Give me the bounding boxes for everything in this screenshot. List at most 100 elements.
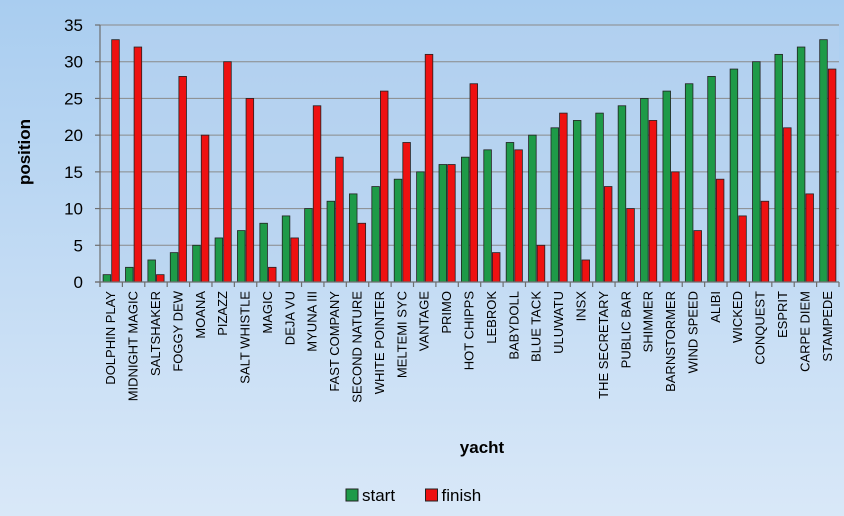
plot-background <box>100 25 839 282</box>
x-tick-label: CONQUEST <box>753 291 768 365</box>
bar-finish <box>223 61 232 283</box>
y-tick-label: 20 <box>64 126 83 145</box>
y-tick-label: 0 <box>74 273 83 292</box>
x-tick-label: BLUE TACK <box>529 291 544 362</box>
bar-start <box>371 186 380 283</box>
bar-finish <box>559 112 568 283</box>
legend: start finish <box>345 486 482 505</box>
bar-start <box>774 53 783 283</box>
legend-label-finish: finish <box>442 486 482 505</box>
bar-finish <box>312 105 322 283</box>
x-tick-label: MYUNA III <box>305 291 320 352</box>
bar-start <box>505 142 515 283</box>
x-tick-label: WIND SPEED <box>685 291 700 373</box>
bar-start <box>819 39 828 283</box>
bar-finish <box>491 252 501 283</box>
bar-start <box>662 90 671 283</box>
legend-swatch-start <box>345 488 359 502</box>
bar-finish <box>783 127 792 283</box>
bar-start <box>192 244 201 283</box>
bar-start <box>169 252 179 283</box>
bar-start <box>729 68 739 283</box>
bar-finish <box>357 222 367 283</box>
bar-start <box>259 222 268 283</box>
y-tick-label: 25 <box>64 89 83 108</box>
bar-finish <box>245 98 255 283</box>
bar-finish <box>133 46 143 283</box>
bar-start <box>617 105 627 283</box>
bar-start <box>237 230 246 283</box>
bar-finish <box>536 244 546 283</box>
gridlines <box>100 24 839 246</box>
bar-finish <box>581 259 590 283</box>
bar-finish <box>402 142 411 283</box>
bar-finish <box>715 178 725 283</box>
bar-start <box>349 193 358 283</box>
bar-finish <box>335 156 344 283</box>
x-tick-label: WICKED <box>730 291 745 343</box>
x-tick-label: BARNSTORMER <box>663 291 678 392</box>
bar-finish <box>603 186 613 283</box>
bars <box>102 39 837 283</box>
bar-finish <box>178 76 187 283</box>
bar-finish <box>156 274 165 283</box>
bar-start <box>147 259 156 283</box>
y-tick-label: 5 <box>74 236 83 255</box>
x-tick-label: SECOND NATURE <box>350 291 365 403</box>
x-tick-label: HOT CHIPPS <box>462 291 477 371</box>
bar-start <box>707 76 716 283</box>
x-tick-label: MAGIC <box>260 291 275 334</box>
x-tick-label: ULUWATU <box>551 291 566 354</box>
bar-finish <box>447 164 456 283</box>
bar-finish <box>648 120 658 283</box>
bar-start <box>304 208 313 283</box>
x-tick-label: PIZAZZ <box>215 291 230 336</box>
x-tick-label: FOGGY DEW <box>170 290 185 371</box>
x-tick-label: THE SECRETARY <box>596 291 611 399</box>
x-tick-label: MOANA <box>193 291 208 339</box>
bar-start <box>416 171 425 283</box>
bar-start <box>752 61 761 283</box>
x-tick-label: SALT WHISTLE <box>238 291 253 384</box>
bar-start <box>572 120 582 283</box>
bar-start <box>438 164 448 283</box>
x-tick-label: MIDNIGHT MAGIC <box>126 291 141 401</box>
bar-finish <box>827 68 837 283</box>
x-axis-title: yacht <box>460 438 505 457</box>
y-tick-label: 35 <box>64 16 83 35</box>
x-tick-label: SALTSHAKER <box>148 291 163 376</box>
bar-finish <box>290 237 299 283</box>
bar-start <box>483 149 492 283</box>
bar-start <box>125 266 134 283</box>
bar-finish <box>626 208 635 283</box>
bar-start <box>640 98 649 283</box>
x-tick-label: ALIBI <box>708 291 723 323</box>
x-tick-label: CARPE DIEM <box>797 291 812 372</box>
y-tick-labels: 0 5 10 15 20 25 30 35 <box>64 16 83 292</box>
bar-finish <box>424 53 434 283</box>
x-tick-label: FAST COMPANY <box>327 291 342 392</box>
bar-start <box>393 178 403 283</box>
bar-start <box>102 274 112 283</box>
bar-start <box>550 127 559 283</box>
x-tick-label: DOLPHIN PLAY <box>103 291 118 385</box>
y-tick-label: 30 <box>64 53 83 72</box>
x-tick-label: BABYDOLL <box>506 291 521 360</box>
bar-start <box>281 215 291 283</box>
x-tick-label: WHITE POINTER <box>372 291 387 394</box>
x-tick-label: ESPRIT <box>775 291 790 338</box>
bar-finish <box>514 149 523 283</box>
x-tick-label: STAMPEDE <box>820 291 835 362</box>
bar-finish <box>469 83 478 283</box>
bar-finish <box>693 230 702 283</box>
bar-start <box>528 134 537 283</box>
x-tick-label: PRIMO <box>439 291 454 334</box>
legend-label-start: start <box>362 486 395 505</box>
x-tick-label: VANTAGE <box>417 291 432 352</box>
bar-finish <box>671 171 680 283</box>
bar-finish <box>200 134 210 283</box>
plot-area <box>100 25 839 282</box>
x-tick-label: LEBROK <box>484 291 499 344</box>
legend-swatch-finish <box>425 488 438 502</box>
